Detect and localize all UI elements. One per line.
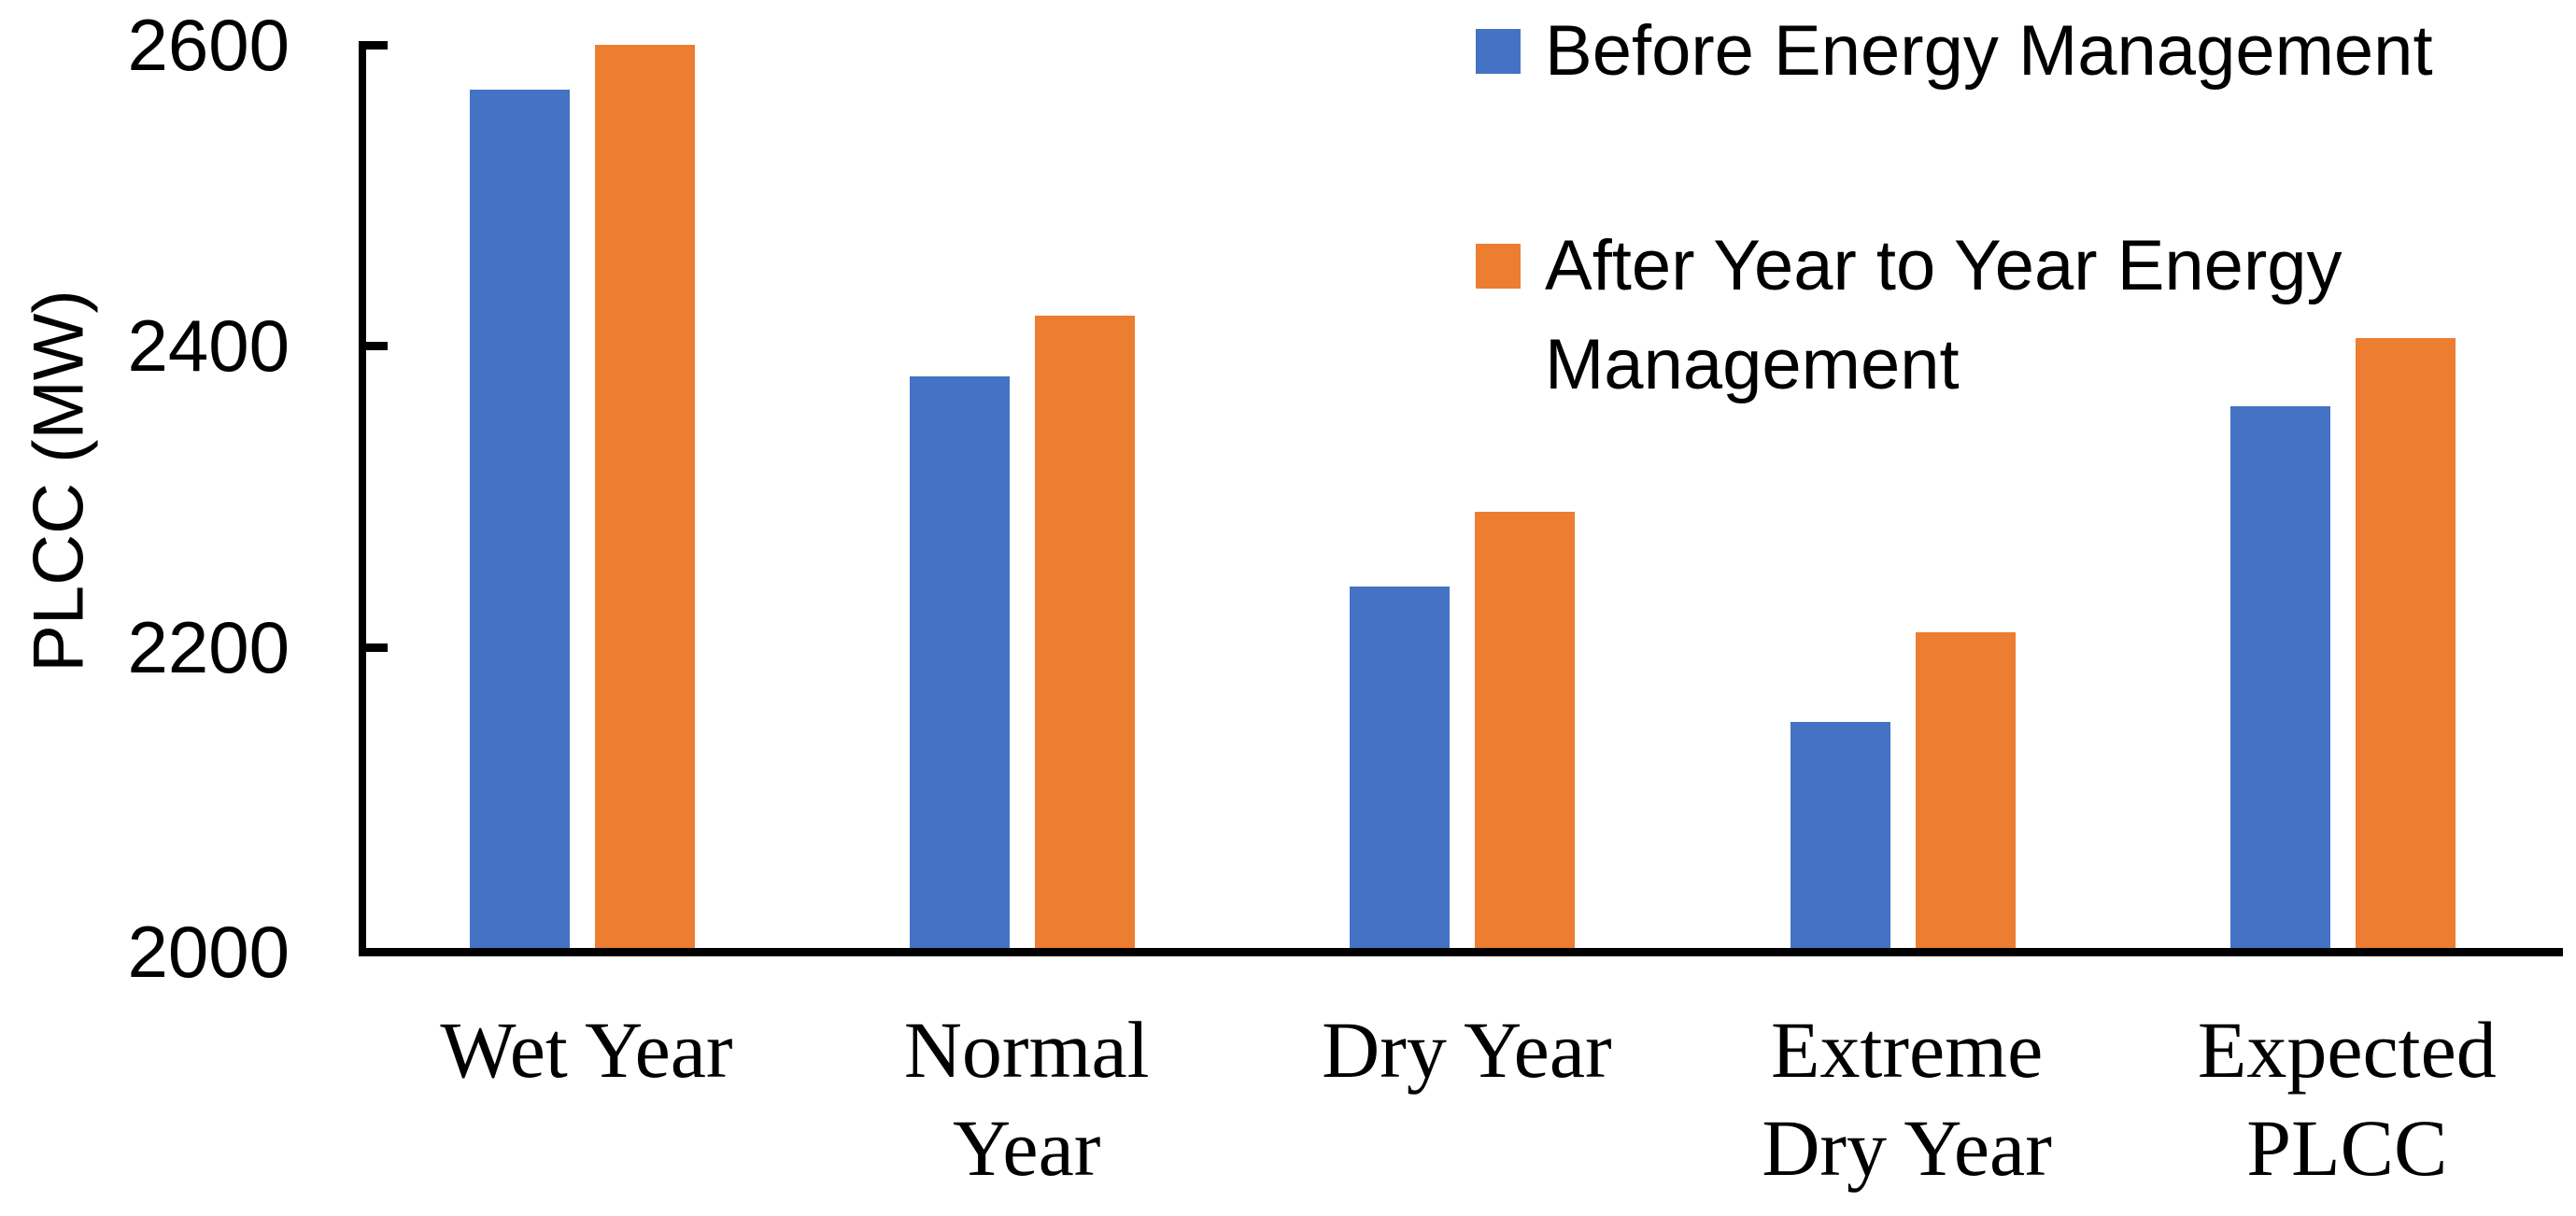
y-tick-label-2200: 2200 — [127, 605, 290, 688]
x-category-label-text: Expected PLCC — [2197, 1005, 2497, 1193]
x-category-label-text: Wet Year — [440, 1005, 733, 1095]
legend-swatch-icon — [1476, 244, 1521, 289]
bar-after-extreme-dry-year — [1915, 631, 2016, 948]
x-category-label-text: Dry Year — [1322, 1005, 1612, 1095]
y-tick-mark-2600 — [359, 41, 388, 49]
y-tick-label-2000: 2000 — [127, 911, 290, 993]
bar-after-dry-year — [1475, 511, 1576, 948]
bar-before-extreme-dry-year — [1790, 722, 1890, 948]
bar-after-normal-year — [1035, 316, 1136, 948]
x-axis-line — [359, 948, 2563, 956]
bar-before-wet-year — [470, 90, 570, 948]
x-category-label-text: Normal Year — [903, 1005, 1150, 1193]
bar-before-expected-plcc — [2229, 405, 2330, 948]
legend-label: Before Energy Management — [1545, 11, 2433, 91]
legend-label: After Year to Year Energy Management — [1545, 226, 2342, 404]
x-category-label-normal-year: Normal Year — [806, 1001, 1247, 1197]
x-category-label-extreme-dry-year: Extreme Dry Year — [1687, 1001, 2128, 1197]
y-tick-label-2600: 2600 — [127, 4, 290, 86]
y-tick-mark-2200 — [359, 643, 388, 652]
y-axis-line — [359, 41, 366, 956]
bar-after-wet-year — [595, 45, 695, 948]
x-category-label-dry-year: Dry Year — [1246, 1001, 1687, 1099]
plot-area — [366, 45, 2563, 948]
x-category-label-expected-plcc: Expected PLCC — [2127, 1001, 2568, 1197]
y-tick-label-2400: 2400 — [127, 304, 290, 388]
legend-item-after: After Year to Year Energy Management — [1476, 217, 2479, 415]
y-tick-mark-2400 — [359, 342, 388, 351]
x-category-label-wet-year: Wet Year — [366, 1001, 807, 1099]
bar-before-dry-year — [1350, 587, 1451, 948]
x-category-label-text: Extreme Dry Year — [1762, 1005, 2052, 1193]
bar-before-normal-year — [910, 375, 1011, 948]
legend-item-before: Before Energy Management — [1476, 2, 2433, 101]
bar-after-expected-plcc — [2355, 338, 2456, 948]
legend-swatch-icon — [1476, 29, 1521, 74]
